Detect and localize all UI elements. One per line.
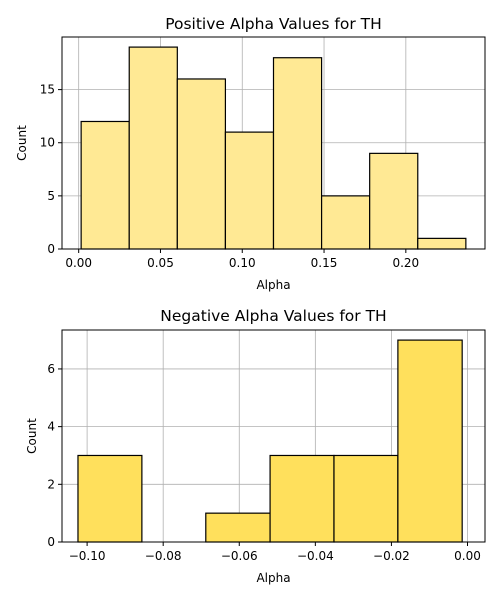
x-tick-label: −0.06 <box>221 549 258 563</box>
x-tick-label: −0.02 <box>373 549 410 563</box>
y-tick-label: 0 <box>47 242 55 256</box>
histogram-bar <box>176 78 227 250</box>
chart-title: Positive Alpha Values for TH <box>165 15 382 33</box>
histogram-bar <box>128 46 178 250</box>
chart-title: Negative Alpha Values for TH <box>160 307 386 325</box>
y-tick-label: 0 <box>47 535 55 549</box>
x-axis-label: Alpha <box>256 571 290 585</box>
histogram-bar <box>320 195 371 250</box>
y-tick-label: 5 <box>47 189 55 203</box>
y-tick-label: 10 <box>40 136 55 150</box>
histogram-bar <box>333 454 399 543</box>
y-tick-label: 4 <box>47 420 55 434</box>
x-tick-label: 0.10 <box>229 256 256 270</box>
y-tick-label: 2 <box>47 477 55 491</box>
subplot-positive: 0.00 0.05 0.10 0.15 0.20 0 5 10 15 Positive Alpha… <box>15 15 486 292</box>
histogram-bar <box>77 454 143 543</box>
x-tick-label: 0.00 <box>65 256 92 270</box>
x-axis-label: Alpha <box>256 278 290 292</box>
x-tick-label: 0.20 <box>392 256 419 270</box>
x-tick-label: 0.15 <box>311 256 338 270</box>
y-tick-label: 15 <box>40 83 55 97</box>
x-tick-label: 0.00 <box>454 549 481 563</box>
histogram-bar <box>80 120 130 250</box>
histogram-bar <box>369 152 419 250</box>
axes-frame <box>61 329 486 543</box>
x-tick-label: −0.10 <box>69 549 106 563</box>
histogram-bar <box>272 57 323 250</box>
histogram-bar <box>417 237 467 250</box>
histogram-bar <box>397 339 463 543</box>
subplot-negative: −0.10 −0.08 −0.06 −0.04 −0.02 0.00 0 2 4 6 Negativ… <box>25 307 486 585</box>
histogram-bar <box>205 512 271 543</box>
x-tick-label: −0.04 <box>297 549 334 563</box>
y-axis-label: Count <box>25 418 39 454</box>
histogram-bar <box>224 131 275 250</box>
y-tick-label: 6 <box>47 362 55 376</box>
x-tick-label: 0.05 <box>147 256 174 270</box>
histogram-bar <box>269 454 335 543</box>
x-tick-label: −0.08 <box>145 549 182 563</box>
y-axis-label: Count <box>15 125 29 161</box>
